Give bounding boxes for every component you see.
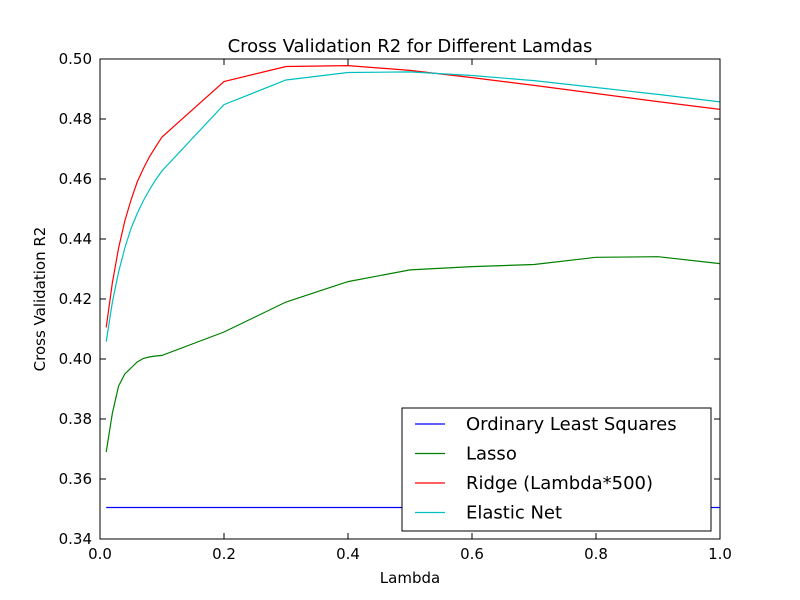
axis-ticks-group [99, 58, 721, 540]
legend: Ordinary Least Squares Lasso Ridge (Lambda… [401, 407, 712, 532]
tick-labels-group: 0.0 0.2 0.4 0.6 0.8 1.0 0.34 0.36 0.38 0.40 0.42 0.… [59, 50, 732, 563]
legend-box [401, 407, 712, 532]
series-line-1 [105, 256, 721, 453]
y-tick-label: 0.42 [59, 290, 92, 308]
x-tick-label: 0.6 [460, 545, 484, 563]
series-line-2 [105, 64, 721, 328]
y-tick-label: 0.50 [59, 50, 92, 68]
series-line-3 [105, 71, 721, 342]
x-tick-label: 0.4 [336, 545, 360, 563]
y-tick-label: 0.48 [59, 110, 92, 128]
y-tick-label: 0.44 [59, 230, 92, 248]
legend-label-3: Elastic Net [466, 503, 562, 524]
legend-label-0: Ordinary Least Squares [466, 414, 677, 435]
legend-label-1: Lasso [466, 444, 517, 465]
x-tick-label: 1.0 [708, 545, 732, 563]
y-tick-label: 0.34 [59, 530, 92, 548]
chart-title: Cross Validation R2 for Different Lamdas [228, 36, 593, 57]
x-axis-label: Lambda [380, 569, 440, 587]
x-tick-label: 0.2 [212, 545, 236, 563]
legend-label-2: Ridge (Lambda*500) [466, 473, 653, 494]
y-axis-label: Cross Validation R2 [31, 227, 49, 372]
y-tick-label: 0.38 [59, 410, 92, 428]
x-tick-label: 0.0 [88, 545, 112, 563]
y-tick-label: 0.36 [59, 470, 92, 488]
y-tick-label: 0.46 [59, 170, 92, 188]
y-tick-label: 0.40 [59, 350, 92, 368]
x-tick-label: 0.8 [584, 545, 608, 563]
